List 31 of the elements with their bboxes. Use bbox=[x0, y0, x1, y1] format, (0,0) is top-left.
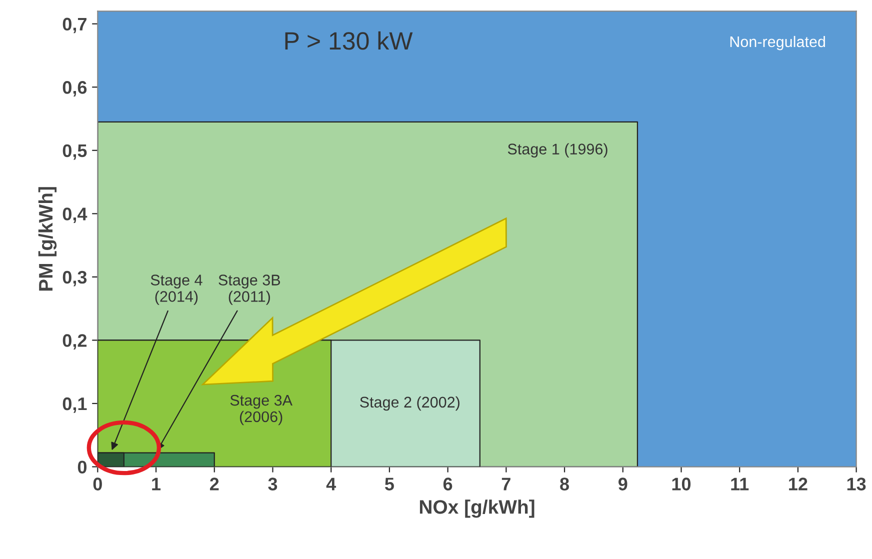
x-tick-label: 2 bbox=[210, 478, 219, 490]
y-tick-label: 0,6 bbox=[62, 81, 87, 96]
y-tick-label: 0,5 bbox=[62, 144, 87, 160]
x-tick-label: 1 bbox=[152, 478, 161, 490]
y-tick-label: 0,7 bbox=[62, 18, 86, 34]
x-tick-label: 13 bbox=[847, 478, 866, 490]
x-tick-label: 7 bbox=[502, 478, 510, 490]
x-axis-title: NOx [g/kWh] bbox=[420, 500, 534, 518]
text: Stage 4 (2014) bbox=[150, 274, 202, 305]
y-tick-label: 0,4 bbox=[62, 208, 88, 223]
y-tick-label: 0,3 bbox=[62, 270, 87, 286]
x-tick-label: 3 bbox=[268, 478, 278, 490]
x-tick-label: 9 bbox=[618, 478, 628, 490]
y-axis-title: PM [g/kWh] bbox=[38, 187, 57, 291]
series-label: Stage 3A (2006) bbox=[230, 394, 292, 426]
series-label: Stage 2 (2002) bbox=[360, 396, 460, 411]
x-tick-label: 5 bbox=[384, 478, 394, 490]
x-tick-label: 0 bbox=[93, 478, 102, 490]
text: Stage 3B (2011) bbox=[218, 274, 280, 305]
x-tick-label: 4 bbox=[326, 478, 336, 490]
x-tick-label: 11 bbox=[731, 478, 749, 490]
x-tick-label: 12 bbox=[789, 478, 808, 490]
series-label: Stage 1 (1996) bbox=[508, 143, 608, 158]
y-tick-label: 0,1 bbox=[62, 397, 87, 413]
x-tick-label: 10 bbox=[672, 478, 691, 490]
annotation: P > 130 kW bbox=[285, 31, 413, 50]
x-tick-label: 6 bbox=[443, 478, 452, 490]
annotation: Non-regulated bbox=[730, 36, 825, 50]
x-tick-label: 8 bbox=[560, 478, 569, 490]
y-tick-label: 0,2 bbox=[62, 334, 87, 350]
y-tick-label: 0 bbox=[78, 460, 87, 474]
